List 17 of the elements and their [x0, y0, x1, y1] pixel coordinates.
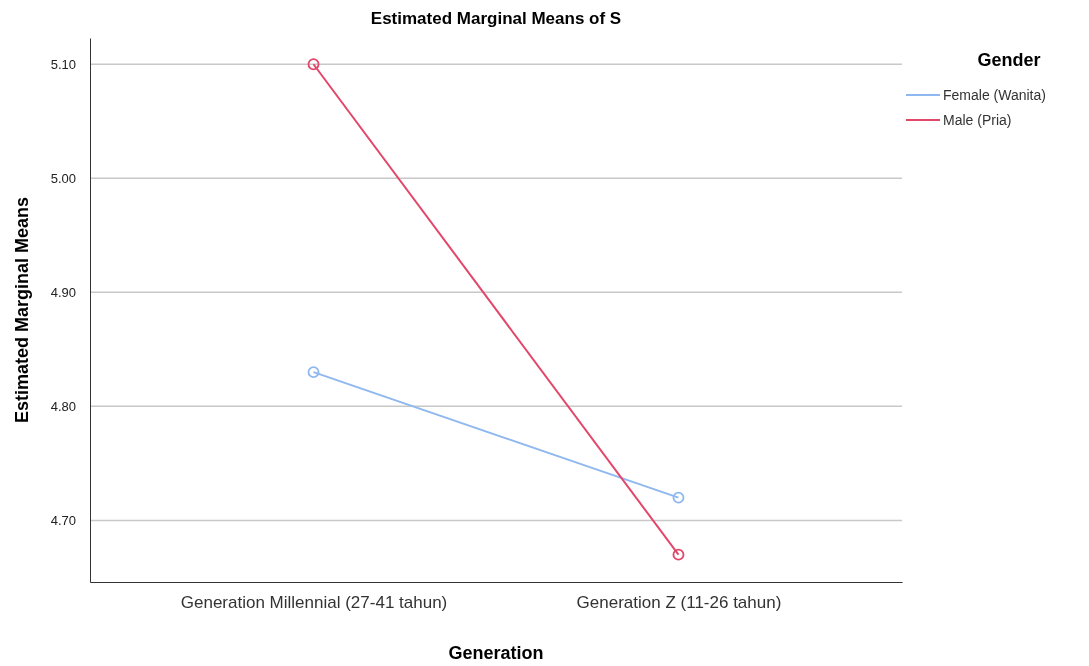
x-axis-title: Generation: [448, 643, 544, 663]
y-axis-title: Estimated Marginal Means: [12, 196, 32, 424]
y-tick-label: 4.80: [50, 399, 76, 415]
x-tick-label: Generation Millennial (27-41 tahun): [180, 593, 448, 613]
point: [307, 366, 320, 379]
point: [307, 58, 320, 71]
legend-label: Male (Pria): [943, 112, 1012, 128]
point: [672, 548, 685, 561]
legend-label: Female (Wanita): [943, 87, 1046, 103]
legend-title: Gender: [977, 50, 1041, 70]
y-tick-label: 4.70: [50, 513, 76, 529]
y-tick-label: 5.00: [50, 170, 76, 186]
point: [672, 491, 685, 504]
y-tick-label: 5.10: [50, 56, 76, 72]
chart-title: Estimated Marginal Means of S: [370, 9, 622, 28]
y-tick-label: 4.90: [50, 284, 76, 300]
x-tick-label: Generation Z (11-26 tahun): [576, 593, 782, 613]
